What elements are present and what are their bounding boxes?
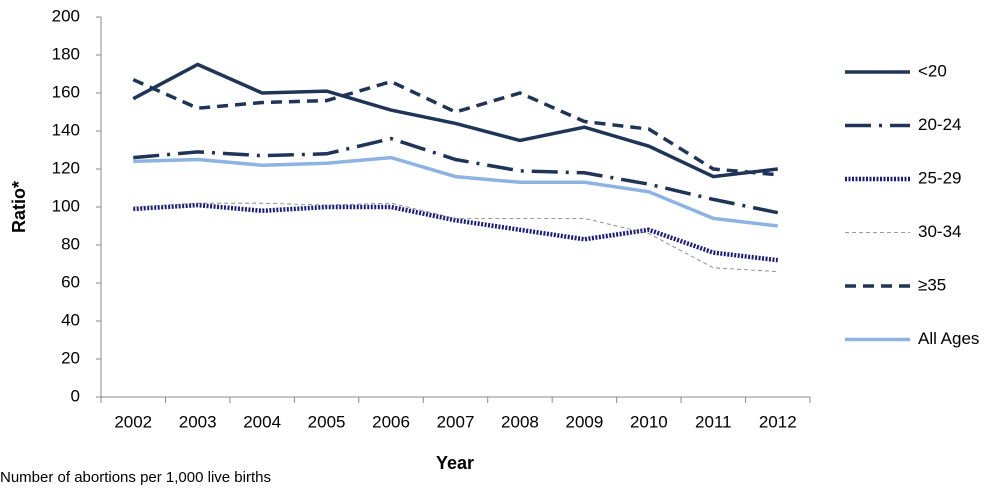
legend-label: <20 — [918, 61, 947, 80]
legend-label: All Ages — [918, 329, 979, 348]
y-tick-label: 40 — [61, 310, 80, 329]
x-tick-label: 2005 — [308, 412, 346, 431]
y-tick-label: 0 — [71, 386, 80, 405]
legend-label: 25-29 — [918, 168, 961, 187]
series-line — [132, 62, 778, 179]
y-tick-label: 140 — [52, 120, 80, 139]
y-tick-label: 200 — [52, 6, 80, 25]
legend-label: 20-24 — [918, 115, 961, 134]
x-axis-title: Year — [436, 453, 474, 473]
x-tick-label: 2002 — [114, 412, 152, 431]
x-tick-label: 2007 — [437, 412, 475, 431]
y-tick-label: 80 — [61, 234, 80, 253]
y-tick-label: 100 — [52, 196, 80, 215]
x-tick-label: 2003 — [179, 412, 217, 431]
y-tick-label: 180 — [52, 44, 80, 63]
y-axis-title: Ratio* — [9, 181, 29, 233]
y-tick-label: 20 — [61, 348, 80, 367]
legend-label: 30-34 — [918, 222, 961, 241]
footnote: Number of abortions per 1,000 live birth… — [0, 469, 271, 486]
x-tick-label: 2010 — [630, 412, 668, 431]
y-tick-label: 160 — [52, 82, 80, 101]
y-tick-label: 60 — [61, 272, 80, 291]
legend-label: ≥35 — [918, 275, 946, 294]
series-line — [133, 202, 779, 263]
x-tick-label: 2012 — [759, 412, 797, 431]
series-line — [133, 202, 778, 272]
series-line — [133, 136, 779, 215]
series-line — [132, 78, 778, 177]
series-line — [133, 155, 778, 228]
x-tick-label: 2011 — [695, 412, 732, 431]
y-tick-label: 120 — [52, 158, 80, 177]
x-tick-label: 2009 — [565, 412, 603, 431]
x-tick-label: 2004 — [243, 412, 281, 431]
x-tick-label: 2006 — [372, 412, 410, 431]
x-tick-label: 2008 — [501, 412, 539, 431]
